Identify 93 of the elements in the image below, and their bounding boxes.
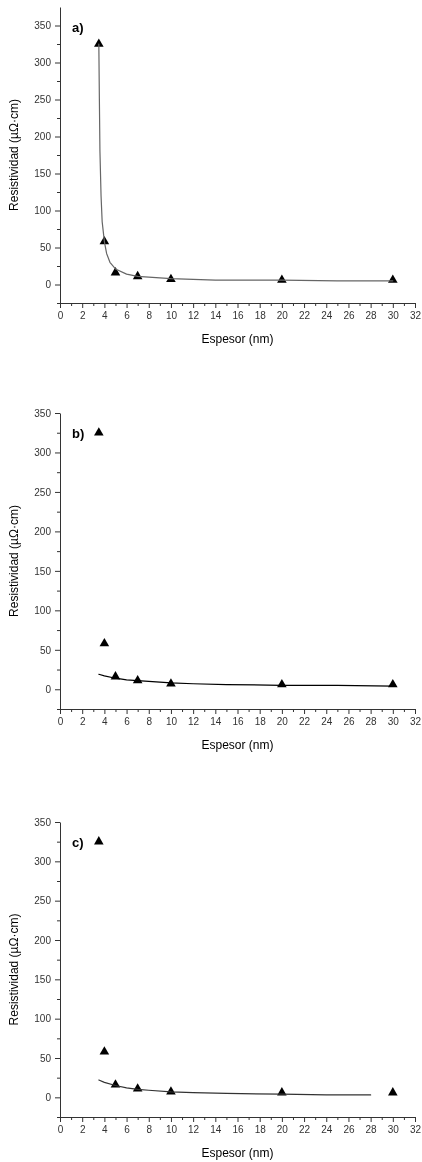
x-tick-label: 18 [254, 310, 267, 322]
point [388, 1087, 398, 1096]
y-tick-label: 0 [45, 683, 52, 695]
y-tick-label: 50 [39, 1052, 52, 1064]
x-tick-label: 28 [365, 716, 378, 728]
x-tick-label: 24 [321, 310, 333, 322]
y-tick-label: 300 [34, 57, 52, 69]
point [99, 1046, 110, 1055]
x-tick-label: 14 [210, 716, 222, 728]
x-tick-label: 6 [124, 716, 131, 728]
y-axis-title: Resistividad (µΩ·cm) [7, 99, 21, 211]
x-tick-label: 26 [343, 716, 355, 728]
x-tick-label: 22 [299, 1124, 311, 1136]
x-tick-label: 2 [79, 716, 86, 728]
line-series [98, 1079, 372, 1096]
x-tick-label: 4 [102, 1124, 109, 1136]
y-tick-label: 250 [34, 895, 52, 907]
x-tick-label: 30 [387, 1124, 400, 1136]
x-tick-label: 20 [276, 310, 289, 322]
y-tick-label: 350 [34, 407, 52, 419]
y-tick-label: 50 [39, 242, 52, 254]
x-tick-label: 6 [124, 310, 131, 322]
x-tick-label: 0 [57, 310, 64, 322]
y-tick-label: 300 [34, 447, 52, 459]
x-tick-label: 30 [387, 716, 400, 728]
y-tick-label: 0 [45, 279, 52, 291]
x-axis-title: Espesor (nm) [201, 332, 274, 346]
y-tick-label: 200 [34, 934, 52, 946]
x-tick-label: 18 [254, 1124, 267, 1136]
x-tick-label: 16 [232, 310, 244, 322]
point [166, 678, 176, 687]
x-tick-label: 0 [57, 1124, 64, 1136]
x-tick-label: 26 [343, 1124, 355, 1136]
x-tick-label: 2 [79, 310, 86, 322]
x-tick-label: 30 [387, 310, 400, 322]
y-tick-label: 250 [34, 94, 52, 106]
x-tick-label: 12 [188, 1124, 200, 1136]
y-tick-label: 150 [34, 565, 52, 577]
x-tick-label: 16 [232, 1124, 244, 1136]
x-tick-label: 10 [165, 716, 178, 728]
x-tick-label: 4 [102, 716, 109, 728]
x-tick-label: 14 [210, 1124, 222, 1136]
x-tick-label: 24 [321, 1124, 333, 1136]
y-tick-label: 100 [34, 205, 52, 217]
text: a) [72, 20, 84, 35]
y-tick-label: 250 [34, 486, 52, 498]
x-tick-label: 20 [276, 1124, 289, 1136]
y-axis-title: Resistividad (µΩ·cm) [7, 913, 21, 1026]
x-tick-label: 18 [254, 716, 267, 728]
x-tick-label: 24 [321, 716, 333, 728]
x-tick-label: 20 [276, 716, 289, 728]
x-tick-label: 26 [343, 310, 355, 322]
y-tick-label: 150 [34, 974, 52, 986]
x-axis-title: Espesor (nm) [201, 1146, 274, 1160]
y-tick-label: 200 [34, 131, 52, 143]
x-tick-label: 8 [146, 310, 153, 322]
x-tick-label: 6 [124, 1124, 131, 1136]
x-tick-label: 28 [365, 310, 378, 322]
y-tick-label: 100 [34, 605, 52, 617]
point [94, 38, 104, 47]
x-tick-label: 22 [299, 716, 311, 728]
x-tick-label: 2 [79, 1124, 86, 1136]
y-tick-label: 350 [34, 20, 52, 32]
x-tick-label: 10 [165, 1124, 178, 1136]
y-tick-label: 0 [45, 1092, 52, 1104]
point [94, 836, 104, 845]
y-tick-label: 100 [34, 1013, 52, 1025]
x-tick-label: 14 [210, 310, 222, 322]
x-tick-label: 8 [146, 716, 153, 728]
x-tick-label: 12 [188, 310, 200, 322]
x-tick-label: 12 [188, 716, 200, 728]
point [94, 427, 104, 436]
point [99, 637, 110, 647]
y-tick-label: 300 [34, 856, 52, 868]
x-tick-label: 10 [165, 310, 178, 322]
x-tick-label: 0 [57, 716, 64, 728]
x-tick-label: 28 [365, 1124, 378, 1136]
x-axis-title: Espesor (nm) [201, 738, 274, 752]
y-tick-label: 350 [34, 816, 52, 828]
text: c) [72, 835, 84, 850]
x-tick-label: 8 [146, 1124, 153, 1136]
y-tick-label: 200 [34, 526, 52, 538]
text: b) [72, 426, 85, 441]
y-tick-label: 150 [34, 168, 52, 180]
x-tick-label: 16 [232, 716, 244, 728]
point [388, 274, 398, 283]
x-tick-label: 32 [409, 310, 422, 322]
y-tick-label: 50 [39, 644, 52, 656]
y-axis-title: Resistividad (µΩ·cm) [7, 505, 21, 617]
x-tick-label: 22 [299, 310, 311, 322]
x-tick-label: 32 [409, 716, 422, 728]
x-tick-label: 4 [102, 310, 109, 322]
x-tick-label: 32 [409, 1124, 422, 1136]
